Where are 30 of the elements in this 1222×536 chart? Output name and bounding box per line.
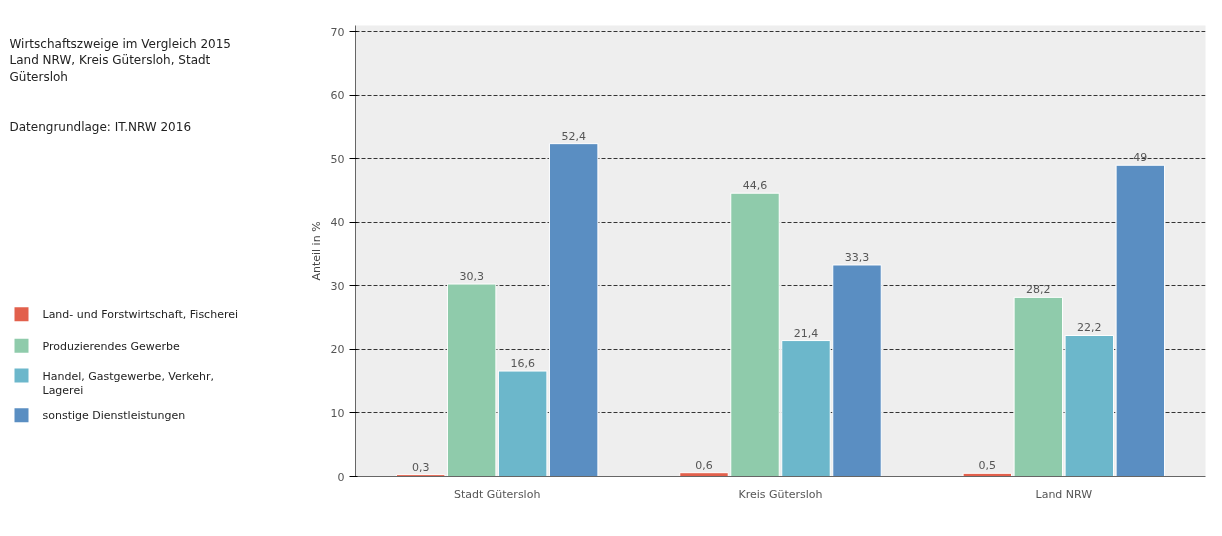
- y-tick-label: 40: [330, 216, 345, 230]
- y-tick-label: 20: [330, 343, 345, 357]
- y-tick-label: 50: [330, 152, 345, 166]
- data-label: 21,4: [793, 326, 819, 340]
- legend-label: Handel, Gastgewerbe, Verkehr, Lagerei: [42, 369, 215, 397]
- data-label: 22,2: [1077, 321, 1102, 335]
- data-label: 0,6: [695, 458, 713, 472]
- y-tick-label: 10: [330, 406, 345, 420]
- x-tick-label: Land NRW: [1035, 487, 1093, 501]
- legend-label: Land- und Forstwirtschaft, Fischerei: [42, 308, 239, 322]
- data-label: 33,3: [844, 250, 870, 264]
- y-tick-label: 0: [337, 470, 345, 484]
- y-tick-label: 60: [330, 89, 345, 103]
- text: Land NRW, Kreis Gütersloh, Stadt Gütersloh: [9, 52, 211, 85]
- legend-label: Produzierendes Gewerbe: [42, 339, 181, 353]
- legend-label: sonstige Dienstleistungen: [42, 409, 186, 423]
- text: Wirtschaftszweige im Vergleich 2015: [9, 36, 231, 51]
- data-label: 28,2: [1026, 283, 1051, 297]
- x-tick-label: Stadt Gütersloh: [453, 487, 541, 501]
- data-label: 44,6: [742, 179, 768, 193]
- data-label: 0,3: [411, 460, 430, 474]
- data-label: 52,4: [561, 129, 586, 143]
- y-tick-label: 70: [330, 25, 345, 39]
- data-label: 30,3: [459, 270, 484, 284]
- data-label: 16,6: [510, 357, 535, 371]
- data-label: 0,5: [978, 459, 997, 473]
- text: Datengrundlage: IT.NRW 2016: [9, 120, 192, 135]
- x-tick-label: Kreis Gütersloh: [738, 487, 823, 501]
- y-axis-title: Anteil in %: [309, 221, 323, 281]
- y-tick-label: 30: [330, 279, 345, 293]
